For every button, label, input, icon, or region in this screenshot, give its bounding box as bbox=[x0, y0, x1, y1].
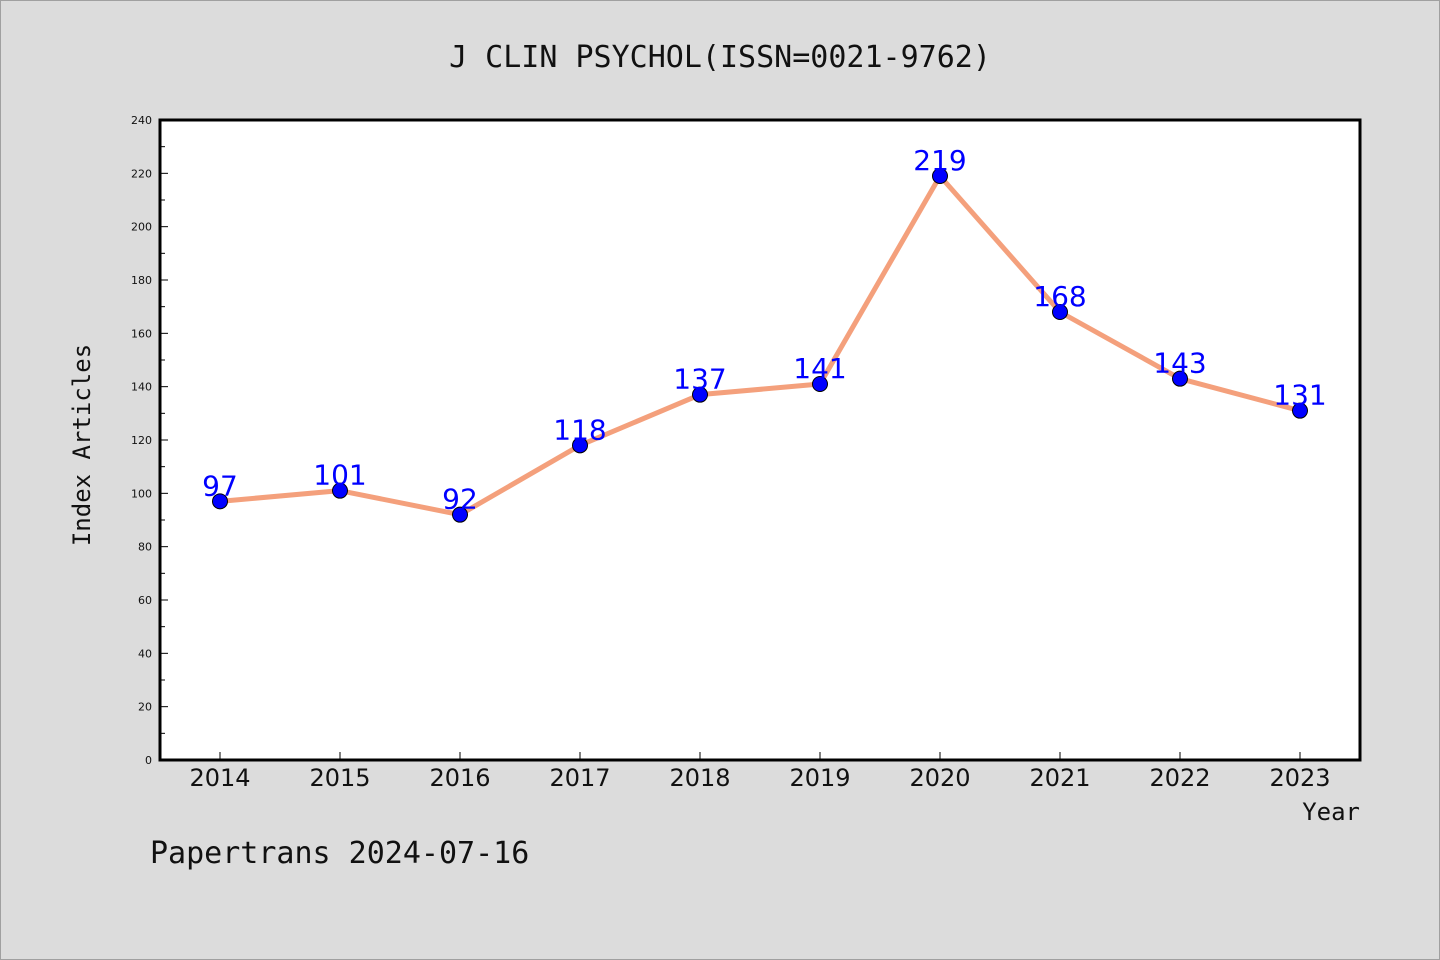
y-tick-label: 140 bbox=[131, 381, 152, 394]
y-tick-label: 240 bbox=[131, 114, 152, 127]
data-points bbox=[212, 168, 1308, 523]
data-label: 168 bbox=[1033, 280, 1086, 313]
y-tick-label: 160 bbox=[131, 327, 152, 340]
x-axis-label: Year bbox=[1302, 798, 1360, 826]
x-axis: 2014 2015 2016 2017 2018 2019 2020 2021 2022 2023 bbox=[189, 752, 1331, 792]
x-tick-label: 2018 bbox=[669, 764, 730, 792]
x-tick-label: 2019 bbox=[789, 764, 850, 792]
y-tick-label: 100 bbox=[131, 487, 152, 500]
y-tick-label: 60 bbox=[138, 594, 152, 607]
x-tick-label: 2021 bbox=[1029, 764, 1090, 792]
y-axis-label: Index Articles bbox=[68, 344, 96, 546]
data-label: 141 bbox=[793, 352, 846, 385]
y-tick-label: 0 bbox=[145, 754, 152, 767]
data-point bbox=[212, 493, 228, 510]
data-point bbox=[932, 168, 948, 184]
x-tick-label: 2016 bbox=[429, 764, 490, 792]
y-tick-label: 40 bbox=[138, 647, 152, 660]
x-tick-label: 2017 bbox=[549, 764, 610, 792]
data-point bbox=[1292, 402, 1308, 419]
y-tick-label: 180 bbox=[131, 274, 152, 287]
y-tick-label: 80 bbox=[138, 541, 152, 554]
y-tick-label: 220 bbox=[131, 167, 152, 180]
data-label: 97 bbox=[202, 469, 238, 502]
data-point bbox=[332, 482, 348, 499]
data-point bbox=[812, 376, 828, 392]
x-tick-label: 2020 bbox=[909, 764, 970, 792]
data-point bbox=[1052, 304, 1068, 320]
data-point bbox=[692, 386, 708, 403]
data-label: 92 bbox=[442, 483, 478, 516]
data-label: 118 bbox=[553, 413, 606, 446]
y-tick-label: 200 bbox=[131, 221, 152, 234]
data-point bbox=[1172, 370, 1188, 387]
data-labels: 97 101 92 118 137 141 219 168 143 131 bbox=[202, 144, 1327, 516]
y-tick-label: 20 bbox=[138, 701, 152, 714]
data-label: 143 bbox=[1153, 347, 1206, 380]
chart-title: J CLIN PSYCHOL(ISSN=0021-9762) bbox=[449, 40, 991, 75]
data-label: 131 bbox=[1273, 379, 1326, 412]
x-tick-label: 2015 bbox=[309, 764, 370, 792]
x-tick-label: 2022 bbox=[1149, 764, 1210, 792]
data-point bbox=[452, 506, 468, 523]
data-point bbox=[572, 437, 588, 454]
y-axis: 0 20 40 60 80 100 120 140 160 180 200 220 240 bbox=[131, 114, 168, 767]
plot-area bbox=[158, 118, 1362, 762]
footer-text: Papertrans 2024-07-16 bbox=[150, 836, 529, 871]
x-tick-label: 2014 bbox=[189, 764, 250, 792]
series-line bbox=[219, 173, 1301, 518]
data-label: 101 bbox=[313, 459, 366, 492]
series-line-group bbox=[219, 173, 1301, 518]
x-tick-label: 2023 bbox=[1269, 764, 1330, 792]
data-label: 219 bbox=[913, 144, 966, 177]
y-tick-label: 120 bbox=[131, 434, 152, 447]
data-label: 137 bbox=[673, 363, 726, 396]
